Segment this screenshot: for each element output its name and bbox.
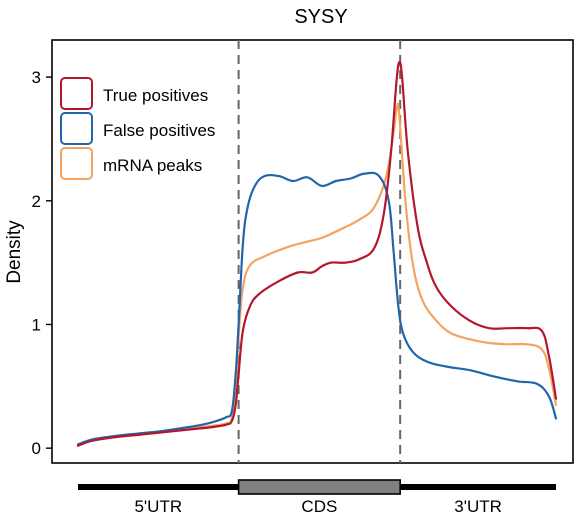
series-lines: [76, 60, 558, 447]
legend-label: True positives: [103, 86, 208, 105]
gene-structure-track: 5'UTR CDS 3'UTR: [78, 479, 556, 516]
y-tick-label: 1: [32, 315, 41, 334]
y-tick-label: 0: [32, 439, 41, 458]
region-label: 3'UTR: [454, 497, 502, 516]
y-tick-label: 2: [32, 192, 41, 211]
y-axis-title: Density: [4, 220, 25, 284]
region-boundaries: [237, 40, 402, 463]
region-label: CDS: [301, 497, 337, 516]
region-label: 5'UTR: [134, 497, 182, 516]
cds-box: [237, 479, 401, 495]
legend-label: False positives: [103, 121, 215, 140]
plot-frame: [51, 39, 574, 464]
legend-swatch: [60, 77, 93, 110]
series-line-mrna-peaks: [76, 102, 558, 447]
y-tick-label: 3: [32, 68, 41, 87]
chart-title: SYSY: [294, 6, 347, 28]
series-line-true-positives: [76, 60, 558, 447]
legend-label: mRNA peaks: [103, 156, 202, 175]
legend-swatch: [60, 112, 93, 145]
legend-swatch: [60, 147, 93, 180]
legend: True positives False positives mRNA peaks: [60, 77, 215, 180]
y-axis: 0 1 2 3: [32, 68, 52, 458]
series-line-false-positives: [76, 171, 558, 446]
